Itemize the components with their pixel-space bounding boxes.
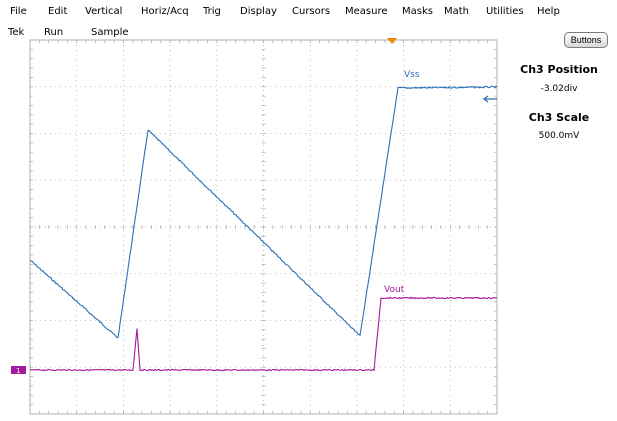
ch3-position-value: -3.02div xyxy=(540,84,578,94)
vout-trace xyxy=(29,296,498,372)
trigger-position-marker[interactable] xyxy=(387,38,397,44)
menu-file[interactable]: File xyxy=(10,6,27,17)
vout-label: Vout xyxy=(384,285,405,295)
menu-horiz-acq[interactable]: Horiz/Acq xyxy=(141,6,189,17)
ch3-offset-arrow-icon[interactable] xyxy=(483,95,497,103)
menu-vertical[interactable]: Vertical xyxy=(85,6,123,17)
vss-trace xyxy=(29,85,498,339)
menu-edit[interactable]: Edit xyxy=(48,6,68,17)
menu-help[interactable]: Help xyxy=(537,6,560,17)
channel-1-marker-label: 1 xyxy=(16,367,20,375)
menu-utilities[interactable]: Utilities xyxy=(486,6,524,17)
menu-cursors[interactable]: Cursors xyxy=(292,6,331,17)
waveform-display[interactable]: Vss Vout 1 xyxy=(0,36,617,421)
menu-math[interactable]: Math xyxy=(444,6,470,17)
menu-masks[interactable]: Masks xyxy=(402,6,433,17)
brand-label: Tek xyxy=(8,27,25,38)
menu-trig[interactable]: Trig xyxy=(203,6,221,17)
vss-label: Vss xyxy=(404,70,420,80)
ch3-scale-value: 500.0mV xyxy=(538,131,580,141)
menu-display[interactable]: Display xyxy=(240,6,277,17)
ch3-position-label: Ch3 Position xyxy=(520,63,598,76)
buttons-button[interactable]: Buttons xyxy=(564,32,608,48)
acquisition-mode: Sample xyxy=(91,27,129,38)
run-state: Run xyxy=(44,27,64,38)
menu-measure[interactable]: Measure xyxy=(345,6,388,17)
channel-1-marker[interactable] xyxy=(11,366,26,374)
ch3-scale-label: Ch3 Scale xyxy=(528,111,590,124)
status-bar: Tek Run Sample xyxy=(0,24,617,40)
graticule xyxy=(29,39,498,415)
menu-bar: File Edit Vertical Horiz/Acq Trig Displa… xyxy=(0,0,617,22)
